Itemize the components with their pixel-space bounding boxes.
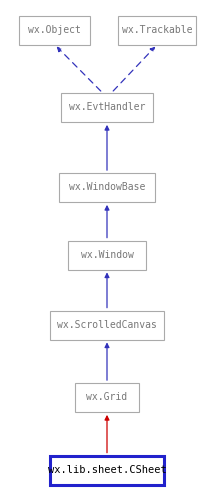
Text: wx.ScrolledCanvas: wx.ScrolledCanvas (57, 320, 157, 330)
FancyBboxPatch shape (61, 93, 153, 122)
FancyBboxPatch shape (75, 383, 139, 412)
FancyBboxPatch shape (50, 310, 164, 340)
Text: wx.Window: wx.Window (80, 250, 134, 260)
FancyBboxPatch shape (59, 173, 155, 202)
Text: wx.WindowBase: wx.WindowBase (69, 182, 145, 192)
Text: wx.EvtHandler: wx.EvtHandler (69, 102, 145, 113)
Text: wx.Grid: wx.Grid (86, 392, 128, 402)
FancyBboxPatch shape (68, 240, 146, 270)
FancyBboxPatch shape (118, 16, 196, 44)
Text: wx.lib.sheet.CSheet: wx.lib.sheet.CSheet (48, 465, 166, 475)
Text: wx.Object: wx.Object (28, 25, 81, 35)
Text: wx.Trackable: wx.Trackable (122, 25, 193, 35)
FancyBboxPatch shape (19, 16, 90, 44)
FancyBboxPatch shape (50, 456, 164, 484)
